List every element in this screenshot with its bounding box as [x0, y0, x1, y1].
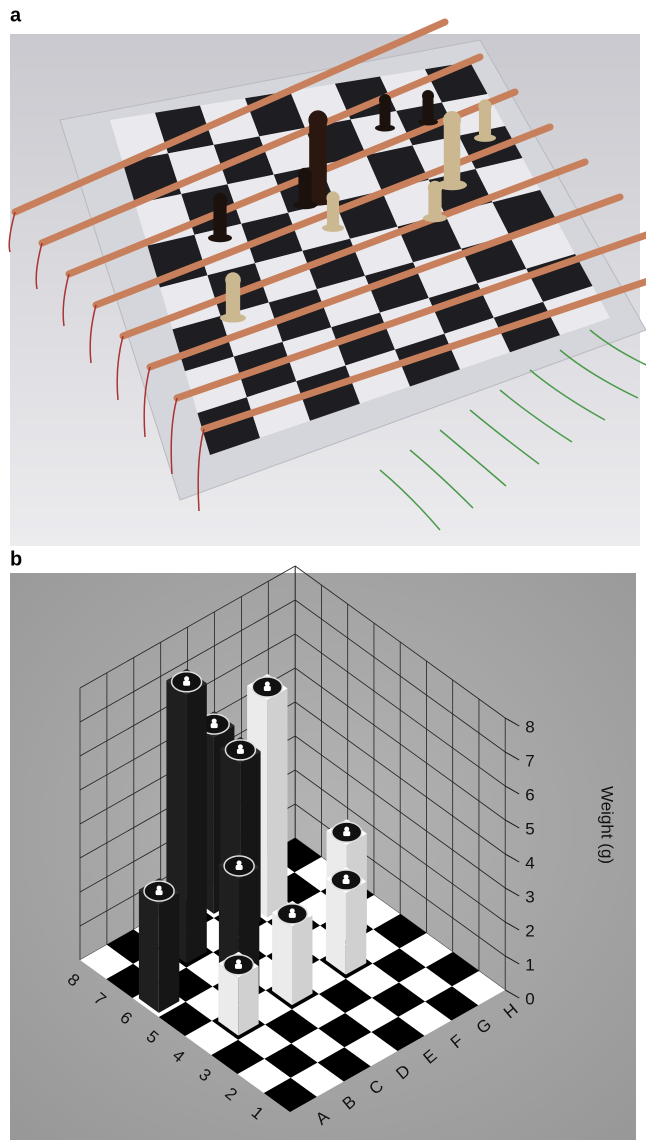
- z-tick-label: 3: [525, 887, 534, 906]
- bar-icon-glyph: [265, 682, 270, 687]
- bar-icon-glyph: [183, 681, 190, 686]
- bar-icon-glyph: [238, 744, 243, 749]
- bar-icon-glyph: [237, 749, 244, 754]
- chess-piece-head: [213, 193, 227, 207]
- bar-icon-glyph: [236, 865, 243, 870]
- chess-piece-head: [225, 272, 241, 288]
- bar-icon-glyph: [237, 860, 242, 865]
- bar-icon-glyph: [156, 890, 163, 895]
- page: {"panel_labels": ["a", "b"], "chart_data…: [0, 0, 646, 1140]
- bar-icon-glyph: [212, 719, 217, 724]
- chess-piece-head: [422, 90, 434, 102]
- bar-left-face: [326, 879, 346, 975]
- bar-icon-glyph: [344, 875, 349, 880]
- panel-label: a: [10, 4, 22, 26]
- chess-piece-body: [309, 120, 327, 200]
- chess-piece-body: [444, 120, 461, 185]
- z-tick-label: 7: [525, 751, 534, 770]
- bar-icon-glyph: [289, 913, 296, 918]
- chess-piece-head: [326, 191, 339, 204]
- chess-piece-head: [379, 94, 391, 106]
- z-tick-label: 1: [525, 955, 534, 974]
- bar-right-face: [186, 683, 206, 963]
- bar-icon-glyph: [235, 964, 242, 969]
- chess-piece-head: [428, 181, 442, 195]
- bar-icon-glyph: [343, 879, 350, 884]
- bar-right-face: [238, 966, 259, 1035]
- bar-icon-glyph: [236, 959, 241, 964]
- photo: [9, 22, 646, 546]
- bar-right-face: [267, 689, 287, 918]
- chess-piece-head: [308, 110, 327, 129]
- bar-icon-glyph: [211, 723, 218, 728]
- z-tick-label: 0: [525, 989, 534, 1008]
- panel-label: b: [10, 548, 22, 570]
- z-tick-label: 8: [525, 717, 534, 736]
- z-tick-label: 2: [525, 921, 534, 940]
- bar-icon-glyph: [290, 908, 295, 913]
- figure: a b 012345678Weight (g)ABCDEFGH12345678: [0, 0, 646, 1140]
- bar-right-face: [292, 915, 313, 1005]
- bar-icon-glyph: [264, 686, 271, 691]
- z-tick-label: 5: [525, 819, 534, 838]
- z-tick-label: 4: [525, 853, 534, 872]
- bar-left-face: [139, 890, 159, 1013]
- z-tick-label: 6: [525, 785, 534, 804]
- bar-right-face: [346, 882, 367, 975]
- bar-right-face: [159, 893, 180, 1013]
- bar-icon-glyph: [184, 676, 189, 681]
- chess-piece-head: [443, 111, 461, 129]
- bar-icon-glyph: [344, 827, 349, 832]
- chess-piece-head: [298, 168, 312, 182]
- chess-piece-head: [478, 99, 491, 112]
- bar-icon-glyph: [157, 886, 162, 891]
- bar-left-face: [272, 913, 292, 1006]
- bar-icon-glyph: [343, 831, 350, 836]
- z-axis-label: Weight (g): [598, 786, 617, 864]
